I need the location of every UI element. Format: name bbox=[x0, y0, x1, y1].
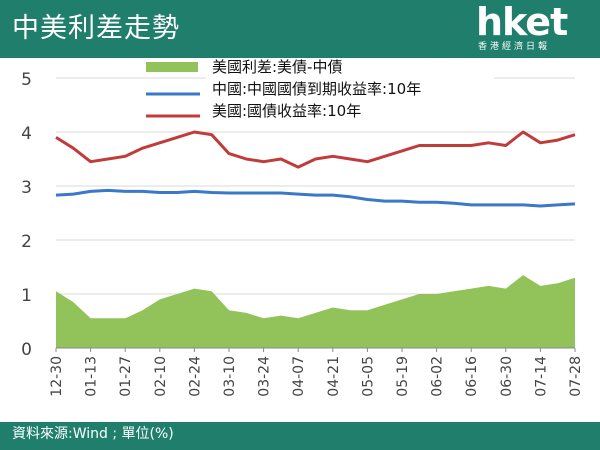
x-tick-label: 06-02 bbox=[430, 356, 446, 397]
x-tick-label: 04-21 bbox=[326, 356, 342, 397]
x-tick-label: 01-27 bbox=[118, 356, 134, 397]
x-tick-label: 05-05 bbox=[360, 356, 376, 397]
y-tick-label: 3 bbox=[21, 178, 32, 198]
hket-logo: hket 香港經濟日報 bbox=[434, 0, 600, 58]
chart-area: 0 1 2 3 4 5 12-30 01-13 01-27 02-10 02-24 03-10 03-2… bbox=[0, 52, 600, 422]
series-china-10y-line bbox=[55, 188, 576, 208]
series-spread-area bbox=[56, 275, 575, 348]
legend-swatch-0 bbox=[146, 62, 198, 72]
legend-label: 美國利差:美債-中債 bbox=[212, 58, 342, 76]
source-note: 資料來源:Wind ; 單位(%) bbox=[12, 426, 174, 442]
x-tick-label: 02-10 bbox=[153, 356, 169, 397]
x-tick-label: 06-30 bbox=[499, 356, 515, 397]
logo-subtext: 香港經濟日報 bbox=[478, 42, 551, 52]
y-tick-label: 4 bbox=[21, 124, 32, 144]
y-tick-label: 2 bbox=[21, 232, 32, 252]
logo-wordmark: hket bbox=[476, 0, 568, 44]
x-tick-label: 05-19 bbox=[395, 356, 411, 397]
x-tick-label: 03-24 bbox=[257, 356, 273, 397]
x-tick-label: 12-30 bbox=[49, 356, 65, 397]
x-tick-label: 07-14 bbox=[533, 356, 549, 397]
y-tick-label: 0 bbox=[21, 340, 32, 360]
x-tick-label: 06-16 bbox=[464, 356, 480, 397]
line-chart: 0 1 2 3 4 5 12-30 01-13 01-27 02-10 02-24 03-10 03-2… bbox=[21, 52, 584, 397]
x-tick-label: 07-28 bbox=[568, 356, 584, 397]
legend-box bbox=[206, 52, 494, 126]
series-us-10y-line bbox=[55, 130, 576, 169]
header-bar: 中美利差走勢 hket 香港經濟日報 bbox=[0, 0, 600, 58]
x-tick-label: 04-07 bbox=[291, 356, 307, 397]
y-tick-label: 1 bbox=[21, 286, 32, 306]
legend-label: 美國:國債收益率:10年 bbox=[212, 102, 361, 120]
x-tick-label: 03-10 bbox=[222, 356, 238, 397]
y-tick-label: 5 bbox=[21, 70, 32, 90]
x-tick-label: 01-13 bbox=[84, 356, 100, 397]
x-tick-label: 02-24 bbox=[187, 356, 203, 397]
legend-label: 中國:中國國債到期收益率:10年 bbox=[212, 80, 421, 98]
chart-title: 中美利差走勢 bbox=[12, 13, 180, 44]
footer-bar: 資料來源:Wind ; 單位(%) bbox=[0, 422, 600, 450]
